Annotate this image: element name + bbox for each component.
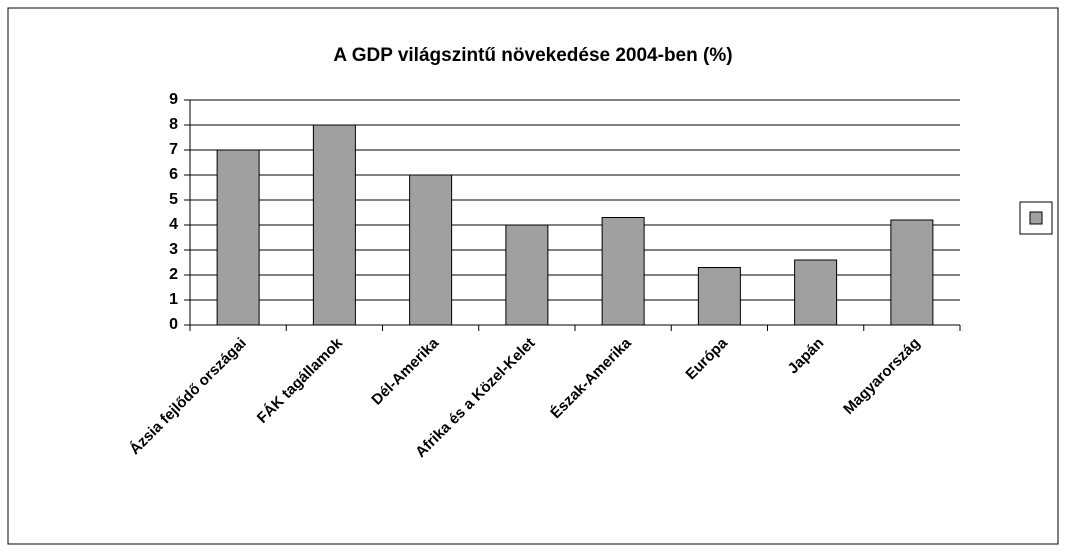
bar xyxy=(697,267,741,326)
bar xyxy=(601,217,645,326)
y-tick-label: 0 xyxy=(169,316,178,333)
chart-title: A GDP világszintű növekedése 2004-ben (%… xyxy=(333,45,732,66)
bar xyxy=(216,149,260,326)
y-tick-label: 7 xyxy=(169,141,178,158)
y-tick-label: 4 xyxy=(169,216,178,233)
y-tick-label: 3 xyxy=(169,241,178,258)
bar xyxy=(794,259,838,326)
y-tick-label: 5 xyxy=(169,191,178,208)
y-tick-label: 6 xyxy=(169,166,178,183)
y-tick-label: 9 xyxy=(169,91,178,108)
y-tick-label: 8 xyxy=(169,116,178,133)
legend-swatch xyxy=(1029,211,1043,225)
bar xyxy=(409,174,453,326)
bar xyxy=(505,224,549,326)
bar xyxy=(312,124,356,326)
bar xyxy=(890,219,934,326)
y-tick-label: 2 xyxy=(169,266,178,283)
y-tick-label: 1 xyxy=(169,291,178,308)
